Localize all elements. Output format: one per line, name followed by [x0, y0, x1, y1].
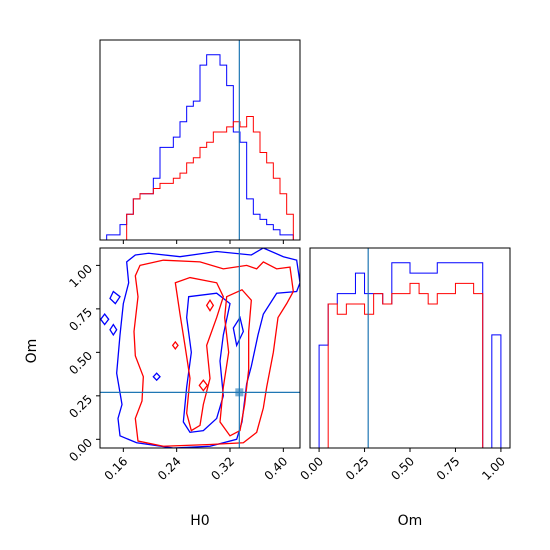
contour-series-1-level-0 — [133, 259, 295, 447]
contour-series-1-level-4 — [198, 379, 209, 392]
x-axis-label-h0: H0 — [190, 513, 209, 529]
contour-series-1-level-3 — [205, 298, 215, 312]
contour-frame — [99, 247, 301, 449]
contour-area — [100, 248, 300, 448]
contour-series-0-level-2 — [109, 323, 118, 337]
h0-histogram-frame — [99, 39, 301, 241]
contour-series-1-level-1 — [174, 276, 225, 432]
contour-truth-marker — [235, 388, 244, 397]
contour-series-0-level-3 — [100, 313, 110, 326]
h0-histogram-panel — [99, 39, 301, 244]
om-hist-series-1 — [310, 282, 510, 449]
contour-series-0-level-5 — [232, 315, 245, 348]
x-axis-label-om: Om — [398, 513, 423, 529]
contour-series-1-level-2 — [219, 288, 253, 437]
contour-series-0-level-6 — [152, 372, 161, 382]
h0-hist-series-1 — [100, 116, 300, 241]
contour-series-0-level-4 — [182, 292, 231, 434]
om-histogram-frame — [309, 247, 511, 449]
contour-series-0-level-1 — [109, 290, 121, 305]
y-axis-label-om: Om — [24, 339, 40, 364]
contour-series-1-level-5 — [171, 340, 179, 350]
